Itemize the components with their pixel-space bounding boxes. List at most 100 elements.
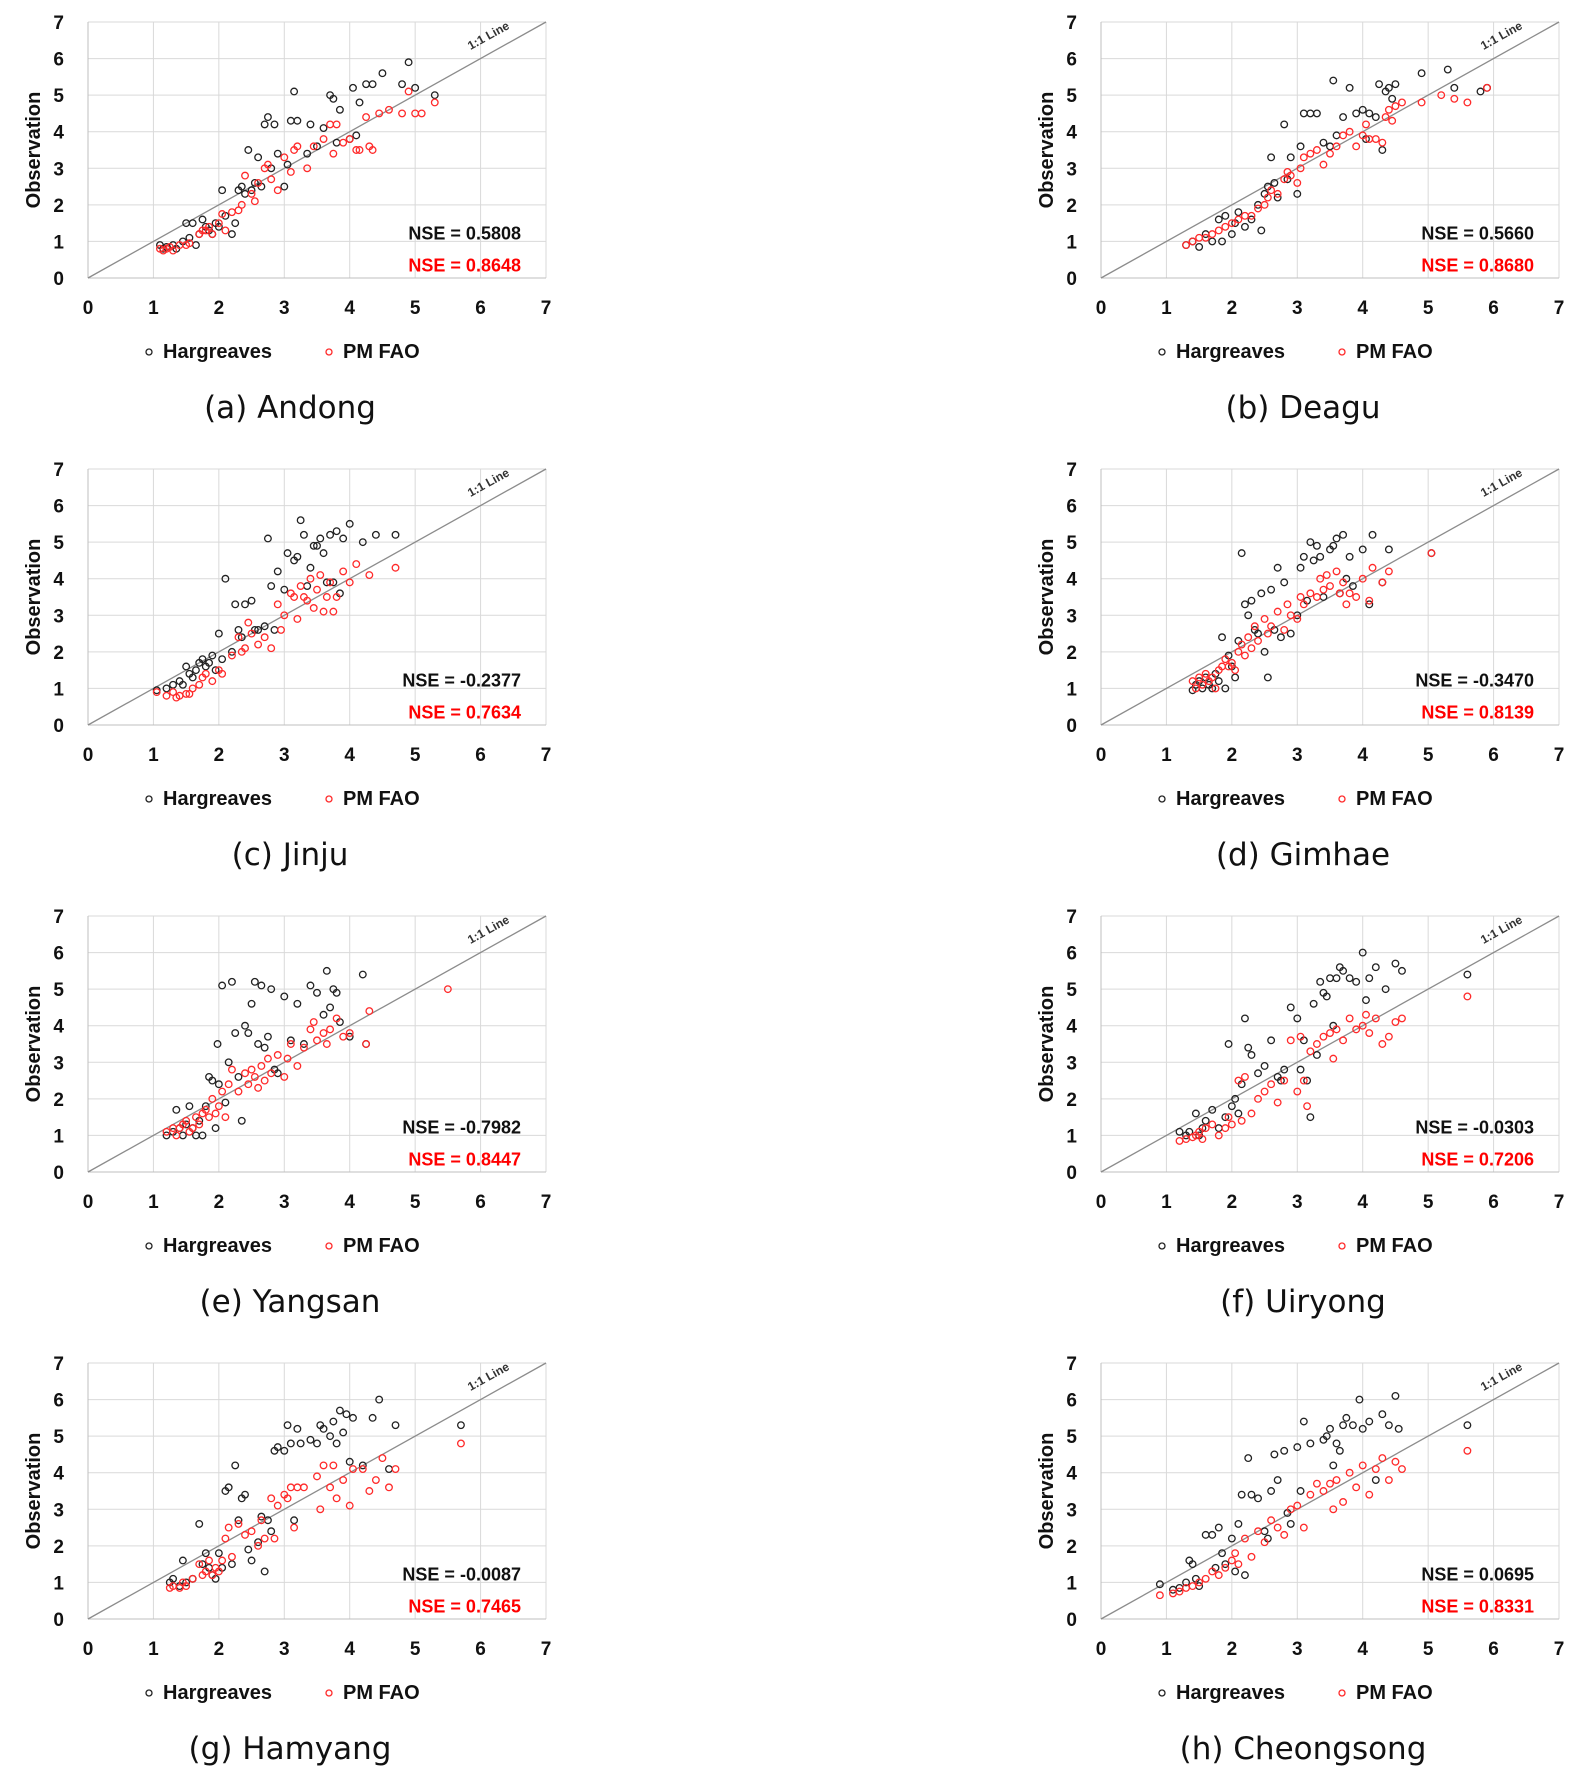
point-hargreaves: [1293, 1014, 1302, 1023]
point-hargreaves: [319, 549, 328, 558]
point-pm-fao: [250, 197, 259, 206]
legend-label-pmfao: PM FAO: [1356, 788, 1433, 810]
point-pm-fao: [1273, 607, 1282, 616]
point-pm-fao: [329, 607, 338, 616]
point-hargreaves: [1240, 1014, 1249, 1023]
point-hargreaves: [1221, 684, 1230, 693]
point-hargreaves: [218, 655, 227, 664]
point-hargreaves: [1214, 1124, 1223, 1133]
point-pm-fao: [306, 1025, 315, 1034]
point-pm-fao: [211, 1109, 220, 1118]
point-pm-fao: [296, 582, 305, 590]
point-pm-fao: [1273, 1098, 1282, 1107]
x-tick-label: 1: [1161, 1639, 1172, 1660]
point-pm-fao: [260, 633, 269, 642]
point-hargreaves: [224, 1058, 233, 1067]
point-hargreaves: [1296, 563, 1305, 572]
point-hargreaves: [299, 530, 308, 539]
point-hargreaves: [293, 116, 302, 125]
point-hargreaves: [1218, 237, 1226, 246]
x-tick-label: 3: [1292, 745, 1303, 766]
point-hargreaves: [224, 1483, 233, 1492]
y-tick-label: 7: [1066, 460, 1077, 481]
point-hargreaves: [1231, 1094, 1240, 1103]
point-hargreaves: [1316, 552, 1325, 561]
point-hargreaves: [1254, 1069, 1262, 1078]
point-hargreaves: [208, 1076, 217, 1085]
point-pm-fao: [1188, 1582, 1197, 1591]
y-tick-label: 6: [53, 50, 64, 71]
point-pm-fao: [286, 1483, 295, 1492]
x-tick-label: 3: [279, 1192, 290, 1213]
y-axis-label: Observation: [1036, 986, 1058, 1103]
y-tick-label: 7: [1066, 1354, 1077, 1375]
point-pm-fao: [1293, 1501, 1302, 1510]
point-hargreaves: [241, 189, 249, 198]
point-pm-fao: [417, 109, 426, 118]
point-pm-fao: [1254, 204, 1262, 213]
point-pm-fao: [1293, 614, 1302, 623]
point-hargreaves: [227, 230, 236, 239]
point-pm-fao: [309, 604, 318, 612]
point-hargreaves: [172, 1105, 181, 1114]
point-pm-fao: [182, 1116, 191, 1125]
point-pm-fao: [385, 105, 393, 114]
y-tick-label: 3: [53, 159, 64, 180]
point-pm-fao: [1345, 589, 1354, 598]
point-hargreaves: [273, 149, 282, 158]
series-pm-fao: [165, 1439, 465, 1592]
y-tick-label: 7: [53, 907, 64, 928]
point-pm-fao: [218, 1087, 227, 1096]
nse-pmfao-label: NSE = 0.8139: [1421, 702, 1534, 722]
point-hargreaves: [247, 596, 256, 605]
x-tick-label: 2: [1227, 1639, 1238, 1660]
point-pm-fao: [254, 1083, 263, 1092]
point-pm-fao: [1368, 563, 1377, 572]
point-pm-fao: [332, 1494, 341, 1503]
point-pm-fao: [378, 1454, 387, 1463]
legend-marker-pmfao: [1338, 1242, 1346, 1250]
y-tick-label: 1: [53, 1126, 64, 1147]
point-hargreaves: [1365, 974, 1374, 983]
point-pm-fao: [1326, 1029, 1334, 1037]
point-pm-fao: [385, 1483, 393, 1492]
point-pm-fao: [1358, 574, 1367, 583]
point-hargreaves: [1332, 974, 1341, 983]
point-hargreaves: [192, 666, 200, 675]
y-tick-label: 5: [53, 86, 64, 107]
point-hargreaves: [1280, 578, 1289, 587]
point-hargreaves: [332, 527, 341, 536]
point-pm-fao: [1378, 1040, 1387, 1048]
point-pm-fao: [1182, 241, 1191, 250]
point-hargreaves: [1306, 1113, 1315, 1122]
point-pm-fao: [218, 669, 227, 678]
panel-deagu: 1:1 Line 0 1 2 3 4 5 6 7 0 1 2 3 4 5 6 7 Observation NSE =…: [1013, 0, 1584, 440]
point-pm-fao: [1319, 1487, 1328, 1495]
x-tick-label: 5: [410, 1639, 421, 1660]
y-tick-label: 5: [53, 980, 64, 1001]
point-pm-fao: [1195, 233, 1204, 242]
nse-pmfao-label: NSE = 0.7465: [408, 1596, 521, 1616]
point-pm-fao: [1365, 1029, 1374, 1037]
nse-hargreaves-label: NSE = -0.7982: [402, 1118, 521, 1138]
point-hargreaves: [1309, 999, 1318, 1008]
point-pm-fao: [224, 1523, 233, 1532]
one-to-one-line: [1100, 468, 1560, 726]
point-pm-fao: [1280, 175, 1289, 184]
point-pm-fao: [1332, 1476, 1341, 1484]
x-tick-label: 7: [1554, 1639, 1565, 1660]
point-hargreaves: [257, 1512, 266, 1521]
point-pm-fao: [332, 1014, 341, 1023]
nse-hargreaves-label: NSE = -0.2377: [402, 671, 521, 691]
point-pm-fao: [214, 219, 223, 228]
x-tick-label: 0: [1096, 298, 1107, 319]
x-tick-label: 2: [214, 298, 225, 319]
point-hargreaves: [1332, 534, 1341, 543]
point-pm-fao: [227, 651, 236, 660]
point-hargreaves: [371, 530, 380, 539]
y-tick-label: 2: [53, 1090, 64, 1111]
point-pm-fao: [224, 1080, 233, 1089]
point-pm-fao: [1463, 1446, 1472, 1455]
point-hargreaves: [316, 534, 325, 543]
point-pm-fao: [1365, 596, 1374, 605]
